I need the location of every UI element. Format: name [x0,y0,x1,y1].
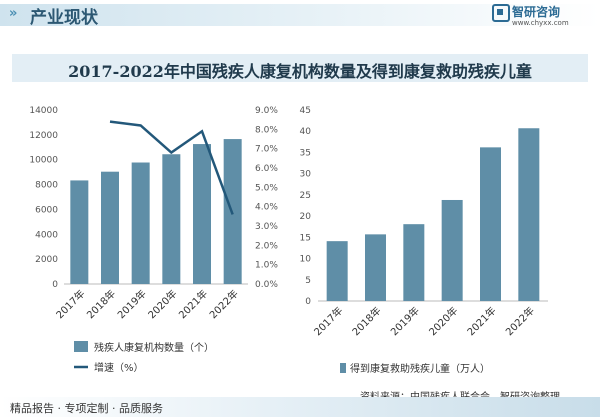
left-y-tick-label: 10000 [29,156,58,166]
children-aid-bar [518,128,540,301]
legend-children-label: 得到康复救助残疾儿童（万人） [350,362,490,375]
left-x-tick-label: 2021年 [176,287,210,321]
header-band [0,4,600,26]
right-x-tick-label: 2020年 [426,304,460,338]
right-x-tick-label: 2019年 [388,304,422,338]
left-y-tick-label: 6000 [35,205,58,215]
page-title: 产业现状 [30,8,98,28]
left-y-tick-label: 0 [52,280,58,290]
chevron-icon: » [9,6,18,21]
right-chart-y-tick-label: 15 [300,233,311,243]
right-chart-y-tick-label: 25 [300,191,311,201]
institution-bar [70,180,89,284]
right-y-tick-label: 0.0% [255,280,278,290]
right-y-tick-label: 3.0% [255,222,278,232]
left-y-tick-label: 14000 [29,106,58,116]
right-chart-y-tick-label: 40 [300,127,312,137]
chart-title-box: 2017-2022年中国残疾人康复机构数量及得到康复救助残疾儿童 [12,54,588,82]
logo: 智研咨询 www.chyxx.com [492,3,596,29]
children-aid-bar [326,241,348,301]
legend-bar-label: 残疾人康复机构数量（个） [94,341,214,354]
right-y-tick-label: 7.0% [255,145,278,155]
right-y-tick-label: 9.0% [255,106,278,116]
left-x-tick-label: 2018年 [84,287,118,321]
left-y-tick-label: 2000 [35,255,58,265]
logo-url: www.chyxx.com [512,19,569,27]
institution-bar [101,171,119,284]
right-chart-y-tick-label: 45 [300,106,311,116]
right-y-tick-label: 6.0% [255,164,278,174]
footer-band [0,397,600,417]
right-chart-y-tick-label: 10 [300,255,312,265]
header: » 产业现状 智研咨询 www.chyxx.com [0,0,600,30]
footer: 精品报告 · 专项定制 · 品质服务 [0,392,600,417]
right-y-tick-label: 1.0% [255,261,278,271]
institution-bar [193,144,211,284]
right-chart-y-tick-label: 0 [305,297,311,307]
left-x-tick-label: 2017年 [53,287,87,321]
institution-bar [131,162,150,284]
right-chart-y-tick-label: 30 [300,170,312,180]
right-chart-y-tick-label: 35 [300,148,311,158]
institution-bar [162,154,181,284]
right-chart-y-tick-label: 5 [305,276,311,286]
logo-name: 智研咨询 [512,5,561,19]
logo-icon [492,4,510,22]
children-aid-bar [403,224,425,301]
right-y-tick-label: 5.0% [255,183,278,193]
children-aid-bar [365,234,386,301]
right-chart-y-tick-label: 20 [300,212,312,222]
right-x-tick-label: 2021年 [464,304,498,338]
children-aid-bar [480,147,501,301]
right-x-tick-label: 2017年 [311,304,345,338]
left-y-tick-label: 8000 [35,181,58,191]
chart-title: 2017-2022年中国残疾人康复机构数量及得到康复救助残疾儿童 [68,62,532,81]
right-y-tick-label: 4.0% [255,203,278,213]
legend-bar-swatch [74,341,88,352]
right-x-tick-label: 2022年 [503,304,537,338]
left-x-tick-label: 2019年 [115,287,149,321]
legend-line-label: 增速（%） [94,361,144,374]
left-y-tick-label: 12000 [29,131,58,141]
footer-text: 精品报告 · 专项定制 · 品质服务 [10,402,163,415]
left-x-tick-label: 2022年 [207,287,241,321]
right-y-tick-label: 2.0% [255,241,278,251]
legend-children-swatch [340,363,346,373]
left-x-tick-label: 2020年 [145,287,179,321]
right-y-tick-label: 8.0% [255,125,278,135]
right-x-tick-label: 2018年 [349,304,383,338]
growth-rate-line [109,120,234,215]
left-y-tick-label: 4000 [35,230,58,240]
children-aid-bar [441,199,463,301]
